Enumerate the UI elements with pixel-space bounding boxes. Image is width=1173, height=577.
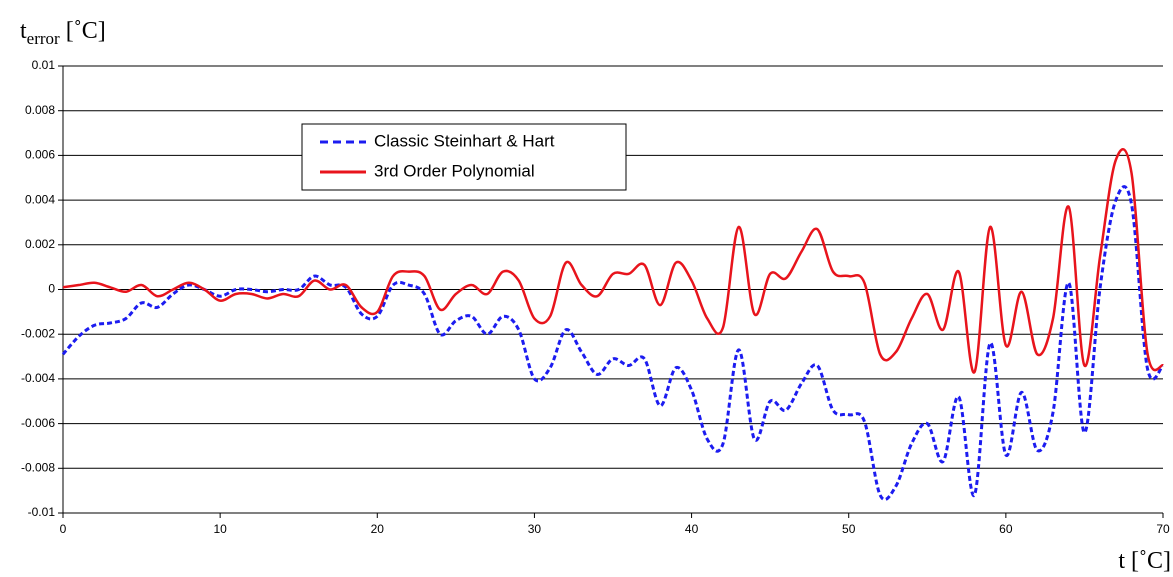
y-tick-label: -0.004 xyxy=(21,371,55,385)
y-tick-label: 0.006 xyxy=(25,148,55,162)
x-tick-label: 50 xyxy=(842,522,856,536)
y-tick-label: 0.002 xyxy=(25,237,55,251)
y-axis-label: terror [˚C] xyxy=(20,18,106,48)
y-label-unit: [˚C] xyxy=(66,18,106,44)
x-tick-label: 10 xyxy=(213,522,227,536)
x-tick-label: 70 xyxy=(1156,522,1170,536)
x-tick-label: 60 xyxy=(999,522,1013,536)
y-tick-label: 0.01 xyxy=(32,58,56,72)
y-tick-label: 0.004 xyxy=(25,192,55,206)
series-line xyxy=(61,185,1165,501)
x-tick-label: 0 xyxy=(60,522,67,536)
legend-label: Classic Steinhart & Hart xyxy=(374,131,555,150)
y-label-sub: error xyxy=(27,29,60,48)
legend-box xyxy=(301,123,627,191)
y-tick-label: -0.008 xyxy=(21,460,55,474)
legend: Classic Steinhart & Hart 3rd Order Polyno… xyxy=(301,123,627,191)
series-line xyxy=(62,148,1165,374)
legend-label: 3rd Order Polynomial xyxy=(374,161,535,180)
x-tick-label: 40 xyxy=(685,522,699,536)
x-axis-label: t [˚C] xyxy=(1118,548,1171,574)
y-tick-label: 0.008 xyxy=(25,103,55,117)
y-tick-label: -0.002 xyxy=(21,326,55,340)
y-label-main: t xyxy=(20,18,27,44)
y-tick-label: 0 xyxy=(48,282,55,296)
x-tick-label: 30 xyxy=(528,522,542,536)
x-tick-label: 20 xyxy=(371,522,385,536)
y-tick-label: -0.006 xyxy=(21,416,55,430)
y-tick-label: -0.01 xyxy=(28,505,56,519)
